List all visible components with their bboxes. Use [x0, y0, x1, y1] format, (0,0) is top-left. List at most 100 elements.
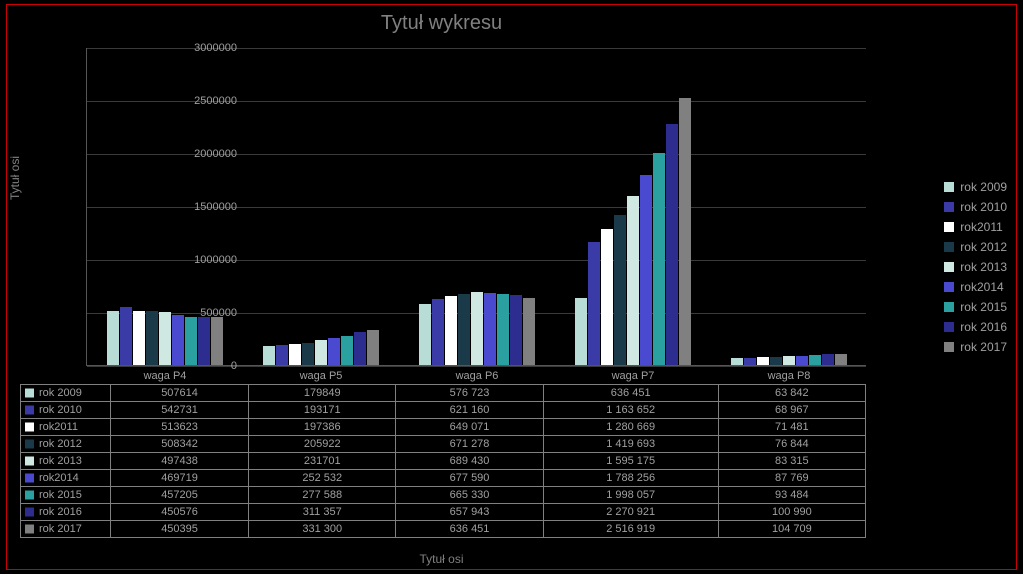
legend-label: rok 2009 — [960, 180, 1007, 194]
y-tick-label: 3000000 — [177, 42, 237, 54]
table-row: rok 2010542731193171621 1601 163 65268 9… — [21, 402, 866, 419]
data-cell: 277 588 — [249, 487, 396, 504]
table-row: rok 2017450395331 300636 4512 516 919104… — [21, 521, 866, 538]
data-cell: 231701 — [249, 453, 396, 470]
data-cell: 657 943 — [396, 504, 543, 521]
bar — [588, 242, 600, 365]
legend-swatch — [944, 302, 954, 312]
legend-item: rok 2012 — [944, 240, 1007, 254]
legend-label: rok 2017 — [960, 340, 1007, 354]
legend-item: rok 2013 — [944, 260, 1007, 274]
bar-group — [731, 354, 847, 365]
row-swatch — [25, 474, 34, 483]
bar — [432, 299, 444, 365]
row-swatch — [25, 491, 34, 500]
bar — [614, 215, 626, 365]
data-cell: 83 315 — [718, 453, 865, 470]
bar — [341, 336, 353, 365]
data-cell: 1 163 652 — [543, 402, 718, 419]
bar — [783, 356, 795, 365]
bar — [471, 292, 483, 365]
legend: rok 2009rok 2010rok2011rok 2012rok 2013r… — [944, 180, 1007, 354]
table-row: rok 2009507614179849576 723636 45163 842 — [21, 385, 866, 402]
table-row: rok 2012508342205922671 2781 419 69376 8… — [21, 436, 866, 453]
legend-label: rok 2012 — [960, 240, 1007, 254]
bar — [510, 295, 522, 365]
bar — [757, 357, 769, 365]
data-cell: 197386 — [249, 419, 396, 436]
data-cell: 457205 — [111, 487, 249, 504]
data-cell: 71 481 — [718, 419, 865, 436]
data-cell: 450395 — [111, 521, 249, 538]
bar — [367, 330, 379, 365]
series-name-cell: rok2014 — [21, 470, 111, 487]
legend-item: rok2011 — [944, 220, 1007, 234]
bar — [107, 311, 119, 365]
data-cell: 87 769 — [718, 470, 865, 487]
data-cell: 636 451 — [396, 521, 543, 538]
legend-item: rok 2017 — [944, 340, 1007, 354]
bar — [133, 311, 145, 365]
bar — [770, 357, 782, 365]
series-name-cell: rok 2013 — [21, 453, 111, 470]
bar — [445, 296, 457, 365]
legend-label: rok 2015 — [960, 300, 1007, 314]
data-cell: 68 967 — [718, 402, 865, 419]
data-cell: 193171 — [249, 402, 396, 419]
bar — [458, 294, 470, 365]
bar — [328, 338, 340, 365]
series-name-cell: rok2011 — [21, 419, 111, 436]
data-cell: 311 357 — [249, 504, 396, 521]
bar — [679, 98, 691, 365]
bar — [276, 345, 288, 365]
bar-group — [575, 98, 691, 365]
row-swatch — [25, 423, 34, 432]
bar — [120, 307, 132, 365]
bar — [809, 355, 821, 365]
data-cell: 331 300 — [249, 521, 396, 538]
data-cell: 621 160 — [396, 402, 543, 419]
data-cell: 100 990 — [718, 504, 865, 521]
bar — [302, 343, 314, 365]
category-label: waga P8 — [768, 370, 811, 382]
data-cell: 179849 — [249, 385, 396, 402]
legend-item: rok 2009 — [944, 180, 1007, 194]
y-tick-label: 500000 — [177, 307, 237, 319]
bar — [497, 294, 509, 365]
bar — [575, 298, 587, 365]
series-name: rok 2009 — [39, 387, 82, 399]
bar — [289, 344, 301, 365]
series-name: rok 2013 — [39, 455, 82, 467]
series-name-cell: rok 2016 — [21, 504, 111, 521]
data-cell: 542731 — [111, 402, 249, 419]
data-cell: 507614 — [111, 385, 249, 402]
category-label: waga P6 — [456, 370, 499, 382]
bar — [653, 153, 665, 365]
table-row: rok 2013497438231701689 4301 595 17583 3… — [21, 453, 866, 470]
bar — [419, 304, 431, 365]
legend-swatch — [944, 322, 954, 332]
data-cell: 76 844 — [718, 436, 865, 453]
y-tick-label: 1000000 — [177, 254, 237, 266]
data-cell: 1 419 693 — [543, 436, 718, 453]
category-label: waga P5 — [300, 370, 343, 382]
legend-label: rok 2016 — [960, 320, 1007, 334]
row-swatch — [25, 508, 34, 517]
series-name-cell: rok 2009 — [21, 385, 111, 402]
series-name: rok 2016 — [39, 506, 82, 518]
data-cell: 513623 — [111, 419, 249, 436]
y-tick-label: 1500000 — [177, 201, 237, 213]
data-cell: 1 788 256 — [543, 470, 718, 487]
data-cell: 93 484 — [718, 487, 865, 504]
legend-item: rok 2015 — [944, 300, 1007, 314]
legend-item: rok 2016 — [944, 320, 1007, 334]
data-cell: 576 723 — [396, 385, 543, 402]
data-cell: 1 998 057 — [543, 487, 718, 504]
bar — [484, 293, 496, 365]
series-name: rok 2012 — [39, 438, 82, 450]
legend-swatch — [944, 282, 954, 292]
data-cell: 2 516 919 — [543, 521, 718, 538]
y-tick-label: 2500000 — [177, 95, 237, 107]
bar — [731, 358, 743, 365]
bar — [523, 298, 535, 365]
